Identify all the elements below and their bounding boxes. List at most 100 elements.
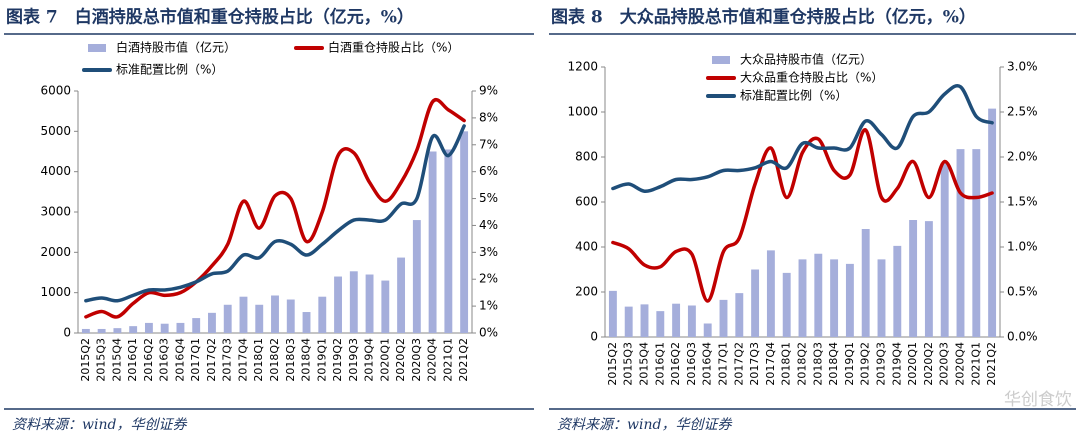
bar	[334, 276, 342, 333]
bar	[656, 311, 665, 337]
bar	[349, 271, 358, 333]
legend-swatch	[88, 44, 106, 52]
x-tick-label: 2017Q4	[764, 342, 777, 386]
x-tick-label: 2021Q1	[441, 338, 454, 382]
y-tick-label: 1000	[567, 105, 598, 119]
bar	[640, 304, 649, 337]
x-tick-label: 2016Q3	[685, 342, 698, 386]
y-tick-label: 600	[575, 195, 598, 209]
y2-tick-label: 2%	[479, 272, 498, 286]
bar	[672, 303, 681, 337]
bar	[972, 149, 981, 337]
y2-tick-label: 0.5%	[1007, 285, 1038, 299]
y2-tick-label: 9%	[479, 84, 498, 98]
x-tick-label: 2019Q2	[331, 338, 344, 382]
x-tick-label: 2018Q1	[780, 342, 793, 386]
bar	[286, 299, 295, 333]
x-tick-label: 2020Q1	[906, 342, 919, 386]
legend-swatch	[712, 56, 730, 64]
x-tick-label: 2015Q2	[606, 342, 619, 386]
bar	[909, 220, 918, 337]
bar	[940, 162, 949, 337]
bar	[444, 149, 453, 333]
chart-title: 图表 7 白酒持股总市值和重仓持股占比（亿元，%）	[6, 7, 414, 28]
y-tick-label: 1200	[567, 60, 598, 74]
bar	[97, 328, 106, 333]
bar	[608, 290, 617, 337]
y-tick-label: 5000	[40, 124, 71, 138]
y-tick-label: 0	[590, 330, 598, 344]
bar	[687, 305, 696, 337]
line	[611, 128, 994, 303]
bar	[988, 108, 997, 337]
bar	[176, 322, 185, 333]
y2-tick-label: 0.0%	[1007, 330, 1038, 344]
y-tick-label: 800	[575, 150, 598, 164]
bar	[845, 263, 854, 337]
bar	[956, 149, 965, 337]
x-tick-label: 2021Q1	[969, 342, 982, 386]
y2-tick-label: 5%	[479, 191, 498, 205]
x-tick-label: 2018Q1	[252, 338, 265, 382]
y-tick-label: 1000	[40, 285, 71, 299]
x-tick-label: 2018Q2	[796, 342, 809, 386]
bar	[129, 326, 138, 333]
x-tick-label: 2015Q4	[638, 342, 651, 386]
line	[84, 98, 466, 319]
x-tick-label: 2017Q1	[717, 342, 730, 386]
x-tick-label: 2019Q1	[315, 338, 328, 382]
y2-tick-label: 6%	[479, 164, 498, 178]
bar	[160, 323, 169, 333]
line	[611, 84, 994, 193]
x-tick-label: 2016Q4	[701, 342, 714, 386]
x-tick-label: 2020Q4	[954, 342, 967, 386]
y-tick-label: 2000	[40, 245, 71, 259]
line	[84, 124, 466, 303]
bar	[798, 259, 807, 337]
x-tick-label: 2015Q3	[95, 338, 108, 382]
x-tick-label: 2018Q4	[827, 342, 840, 386]
source-note: 资料来源：wind，华创证券	[557, 417, 732, 433]
x-tick-label: 2020Q4	[426, 338, 439, 382]
x-tick-label: 2020Q3	[410, 338, 423, 382]
y-tick-label: 3000	[40, 205, 71, 219]
bar	[719, 299, 728, 337]
x-tick-label: 2015Q3	[622, 342, 635, 386]
bar	[428, 151, 437, 333]
bar	[830, 259, 839, 337]
x-tick-label: 2016Q1	[653, 342, 666, 386]
bar	[893, 245, 902, 337]
bar	[144, 322, 153, 333]
y-tick-label: 6000	[40, 84, 71, 98]
bar	[365, 274, 374, 333]
watermark: 华创食饮	[1004, 390, 1072, 410]
bar	[924, 221, 933, 337]
bar	[782, 272, 791, 337]
x-tick-label: 2018Q3	[284, 338, 297, 382]
bar	[412, 220, 421, 333]
x-tick-label: 2019Q4	[363, 338, 376, 382]
x-tick-label: 2017Q3	[221, 338, 234, 382]
y2-tick-label: 3.0%	[1007, 60, 1038, 74]
bar	[751, 269, 760, 337]
y2-tick-label: 7%	[479, 137, 498, 151]
bar	[192, 318, 201, 333]
legend-label: 大众品持股市值（亿元）	[740, 52, 872, 67]
x-tick-label: 2018Q2	[268, 338, 281, 382]
source-note: 资料来源：wind，华创证券	[12, 417, 187, 433]
legend-label: 标准配置比例（%）	[740, 89, 847, 103]
y2-tick-label: 1%	[479, 299, 498, 313]
x-tick-label: 2020Q2	[922, 342, 935, 386]
x-tick-label: 2021Q2	[985, 342, 998, 386]
bar	[113, 328, 122, 333]
x-tick-label: 2020Q3	[938, 342, 951, 386]
x-tick-label: 2021Q2	[457, 338, 470, 382]
bar	[624, 306, 633, 337]
bar	[318, 296, 327, 333]
x-tick-label: 2018Q4	[300, 338, 313, 382]
y2-tick-label: 8%	[479, 110, 498, 124]
bar	[877, 259, 886, 337]
x-tick-label: 2019Q3	[347, 338, 360, 382]
y-tick-label: 400	[575, 240, 598, 254]
